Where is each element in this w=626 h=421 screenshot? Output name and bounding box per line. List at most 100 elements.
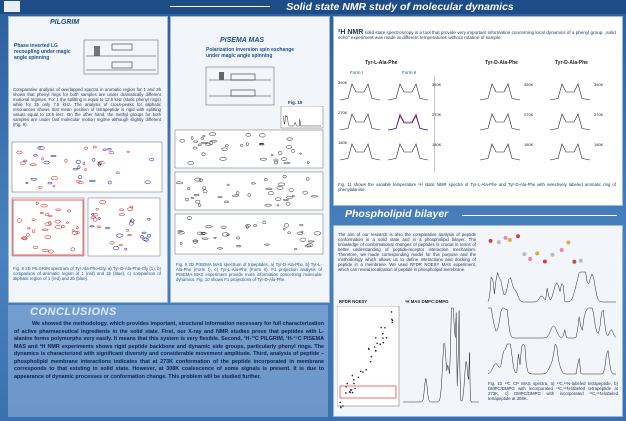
frame xyxy=(12,198,84,256)
spectrum xyxy=(340,114,380,130)
frame xyxy=(175,172,323,210)
cross-peak xyxy=(391,319,393,321)
temperature-label: 180K xyxy=(594,142,604,147)
body-text: solid state spectroscopy is a tool that … xyxy=(338,30,616,40)
poster-title: Solid state NMR study of molecular dynam… xyxy=(275,0,525,14)
temperature-label: 180K xyxy=(338,140,348,145)
figure-caption: Fig. 9 2D PISEMA MAS spectrum of tripept… xyxy=(176,262,322,282)
spectrum xyxy=(488,308,616,338)
figure xyxy=(10,140,164,260)
subtitle: Polarization inversion spin exchange und… xyxy=(206,47,304,59)
atom xyxy=(497,240,501,244)
cross-peak xyxy=(382,337,384,339)
temperature-label: 350K xyxy=(338,80,348,85)
temperature-label: 270K xyxy=(338,110,348,115)
poster: Solid state NMR study of molecular dynam… xyxy=(0,0,626,421)
cross-peak xyxy=(382,333,384,335)
logo xyxy=(4,1,20,12)
section-title: PISEMA MAS xyxy=(220,37,264,44)
frame xyxy=(175,130,323,168)
figure xyxy=(486,270,618,380)
spectrum xyxy=(550,114,590,130)
atom xyxy=(543,259,547,263)
cross-peak xyxy=(345,392,347,394)
temperature-label: 180K xyxy=(432,142,442,147)
cross-peak xyxy=(384,327,386,329)
spectrum xyxy=(340,84,380,100)
cross-peak xyxy=(365,369,367,371)
cross-peak xyxy=(339,402,341,404)
frame xyxy=(175,214,323,254)
spectrum xyxy=(488,272,616,302)
frame xyxy=(88,198,160,256)
cross-peak xyxy=(354,388,356,390)
cross-peak xyxy=(391,311,393,313)
cross-peak xyxy=(352,375,354,377)
cross-peak xyxy=(391,322,393,324)
cross-peak xyxy=(362,371,364,373)
cross-peak xyxy=(342,405,344,407)
body-text: We showed the methodology, which provide… xyxy=(14,321,324,381)
cross-peak xyxy=(379,343,381,345)
compound: Tyr-D-Ala-Phe xyxy=(555,60,588,66)
spectrum xyxy=(550,144,590,160)
rule xyxy=(462,215,617,216)
figure-label: Fig. 10 xyxy=(288,100,302,105)
cross-peak xyxy=(353,383,355,385)
spectrum xyxy=(480,84,520,100)
atom xyxy=(579,259,583,263)
figure-caption: Fig. 11 shows the variable temperature ²… xyxy=(338,182,616,192)
spectrum xyxy=(488,344,616,374)
cross-peak xyxy=(371,356,373,358)
temperature-label: 350K xyxy=(524,82,534,87)
atom xyxy=(550,253,554,257)
cross-peak xyxy=(353,379,355,381)
cross-peak xyxy=(380,327,382,329)
cross-peak xyxy=(349,391,351,393)
cross-peak xyxy=(358,377,360,379)
temperature-label: 270K xyxy=(594,112,604,117)
section-title: Phospholipid bilayer xyxy=(345,208,448,220)
frame xyxy=(337,306,399,406)
figure-caption: Fig. 8 2D PILGRIM spectrum of Tyr-Ala-Ph… xyxy=(13,266,161,281)
cross-peak xyxy=(375,337,377,339)
temperature-label: 350K xyxy=(432,82,442,87)
cross-peak xyxy=(383,342,385,344)
figure xyxy=(337,306,482,411)
atom xyxy=(535,251,539,255)
cross-peak xyxy=(346,383,348,385)
cross-peak xyxy=(368,348,370,350)
cross-peak xyxy=(340,407,342,409)
molecule xyxy=(482,228,617,270)
section-title: CONCLUSIONS xyxy=(30,306,117,318)
body-text: Comparative analysis of overlapped spect… xyxy=(13,87,161,127)
cross-peak xyxy=(350,389,352,391)
atom xyxy=(560,248,564,252)
temperature-label: 180K xyxy=(524,142,534,147)
spectrum xyxy=(480,114,520,130)
temperature-label: 270K xyxy=(432,112,442,117)
cross-peak xyxy=(374,346,376,348)
body-text: The aim of our research is also the comp… xyxy=(338,232,476,272)
section-title: PILGRIM xyxy=(50,19,79,26)
form-label: Form I xyxy=(350,70,363,75)
figure-label: RFDR NOESY xyxy=(339,299,367,304)
spectrum xyxy=(388,114,428,130)
cross-peak xyxy=(370,361,372,363)
form-label: Form II xyxy=(402,70,416,75)
spectrum xyxy=(388,116,428,130)
temperature-label: 350K xyxy=(594,82,604,87)
spectrum xyxy=(388,84,428,100)
atom xyxy=(566,241,570,245)
compound: Tyr-L-Ala-Phe xyxy=(365,60,397,66)
atom xyxy=(504,236,508,240)
spectrum xyxy=(550,84,590,100)
cross-peak xyxy=(386,337,388,339)
cross-peak xyxy=(375,350,377,352)
spectrum xyxy=(480,144,520,160)
figure: 350K 270K 180K 350K 270K 180K 350K 270K 180K 350K… xyxy=(336,76,618,176)
spectrum xyxy=(403,308,479,402)
pulse-sequence xyxy=(205,66,275,106)
spectrum xyxy=(340,144,380,160)
atom xyxy=(508,238,512,242)
